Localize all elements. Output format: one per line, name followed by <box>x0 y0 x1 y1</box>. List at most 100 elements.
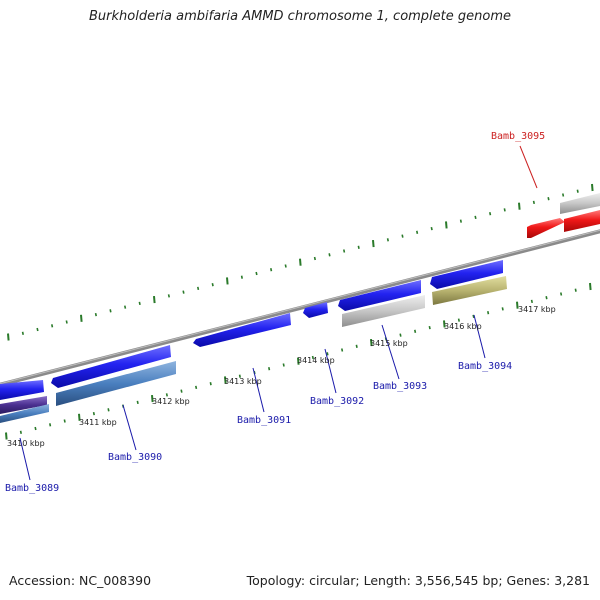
gene-arrow-bamb-3091[interactable] <box>193 313 291 347</box>
tick-minor <box>474 215 477 220</box>
tick-major <box>299 258 302 266</box>
tick-major <box>372 240 375 248</box>
gene-label-bamb-3092[interactable]: Bamb_3092 <box>310 396 364 407</box>
tick-minor <box>63 419 66 423</box>
tick-minor <box>124 305 127 309</box>
tick-major <box>370 339 373 347</box>
label-connectors <box>19 145 538 481</box>
gene-label-bamb-3091[interactable]: Bamb_3091 <box>237 415 291 426</box>
tick-minor <box>238 374 241 378</box>
tick-minor <box>489 212 492 216</box>
tick-minor <box>574 288 577 292</box>
tick-major <box>297 357 300 365</box>
gene-arrow-bamb-3092[interactable] <box>303 302 328 318</box>
tick-minor <box>51 324 54 328</box>
gene-block-gray[interactable] <box>342 295 425 327</box>
tick-major <box>78 413 81 421</box>
gene-block-olive[interactable] <box>432 276 507 305</box>
map-title: Burkholderia ambifaria AMMD chromosome 1… <box>88 9 512 24</box>
tick-major <box>518 202 521 210</box>
gene-arrow-bamb-3094[interactable] <box>430 260 503 289</box>
tick-minor <box>459 219 462 223</box>
tick-minor <box>503 208 506 212</box>
gene-block-purple[interactable] <box>0 396 47 414</box>
tick-minor <box>107 408 110 412</box>
tick-minor <box>284 264 287 268</box>
gene-label-bamb-3093[interactable]: Bamb_3093 <box>373 381 427 392</box>
kbp-label: 3410 kbp <box>7 439 45 448</box>
tick-major <box>445 221 448 229</box>
gene-label-bamb-3094[interactable]: Bamb_3094 <box>458 361 512 372</box>
tick-minor <box>180 389 183 393</box>
tick-minor <box>328 253 331 257</box>
tick-minor <box>209 382 212 386</box>
gene-track-forward <box>0 193 600 400</box>
tick-major <box>153 296 156 304</box>
tick-minor <box>94 312 97 317</box>
gene-label-bamb-3089[interactable]: Bamb_3089 <box>5 483 59 494</box>
tick-major <box>591 183 594 192</box>
tick-minor <box>136 400 139 405</box>
kbp-label: 3412 kbp <box>152 397 190 406</box>
tick-minor <box>428 325 431 330</box>
tick-row-top <box>7 183 594 341</box>
tick-minor <box>532 200 535 205</box>
tick-minor <box>472 314 475 319</box>
tick-minor <box>138 301 141 306</box>
kbp-label: 3415 kbp <box>370 339 408 348</box>
tick-minor <box>197 286 200 291</box>
gene-block-steel[interactable] <box>56 361 176 406</box>
tick-minor <box>65 320 68 324</box>
tick-minor <box>341 348 344 352</box>
tick-minor <box>560 292 563 296</box>
gene-arrow-gray-top[interactable] <box>560 193 600 214</box>
tick-minor <box>311 355 314 360</box>
backbone-highlight <box>0 229 600 385</box>
tick-minor <box>21 331 24 335</box>
tick-minor <box>182 290 185 294</box>
tick-minor <box>530 299 533 304</box>
tick-minor <box>92 411 95 416</box>
gene-label-bamb-3090[interactable]: Bamb_3090 <box>108 452 162 463</box>
tick-minor <box>255 271 258 276</box>
gene-labels: Bamb_3095 Bamb_3094 Bamb_3093 Bamb_3092 … <box>5 131 545 494</box>
chromosome-backbone <box>0 229 600 387</box>
tick-minor <box>545 296 548 300</box>
tick-minor <box>282 363 285 367</box>
tick-minor <box>19 430 22 434</box>
tick-minor <box>211 283 214 287</box>
gene-block-steel-left[interactable] <box>0 404 49 423</box>
tick-major <box>80 314 83 322</box>
tick-minor <box>165 393 168 397</box>
gene-arrow-bamb-3090[interactable] <box>51 345 171 388</box>
kbp-label: 3417 kbp <box>518 305 556 314</box>
tick-minor <box>326 352 329 356</box>
tick-minor <box>416 230 419 234</box>
tick-major <box>7 333 10 341</box>
kbp-labels: 3410 kbp 3411 kbp 3412 kbp 3413 kbp 3414… <box>7 305 556 448</box>
tick-minor <box>357 245 360 249</box>
gene-label-bamb-3095[interactable]: Bamb_3095 <box>491 131 545 142</box>
kbp-label: 3416 kbp <box>444 322 482 331</box>
tick-minor <box>313 256 316 261</box>
tick-minor <box>399 333 402 337</box>
gene-arrow-red-2[interactable] <box>564 210 600 232</box>
topology-summary: Topology: circular; Length: 3,556,545 bp… <box>246 573 590 588</box>
tick-minor <box>487 311 490 315</box>
tick-minor <box>240 275 243 279</box>
gene-arrow-bamb-3095[interactable] <box>527 218 565 238</box>
gene-arrow-bamb-3089[interactable] <box>0 380 44 400</box>
kbp-label: 3414 kbp <box>297 356 335 365</box>
gene-track-reverse <box>0 276 507 423</box>
tick-minor <box>386 238 389 242</box>
tick-minor <box>401 234 404 238</box>
tick-minor <box>562 193 565 197</box>
tick-minor <box>109 309 112 313</box>
tick-minor <box>167 294 170 298</box>
tick-major <box>516 301 519 309</box>
tick-minor <box>547 197 550 201</box>
tick-major <box>151 395 154 403</box>
accession-label: Accession: NC_008390 <box>9 573 152 588</box>
gene-arrow-bamb-3093[interactable] <box>338 280 421 311</box>
